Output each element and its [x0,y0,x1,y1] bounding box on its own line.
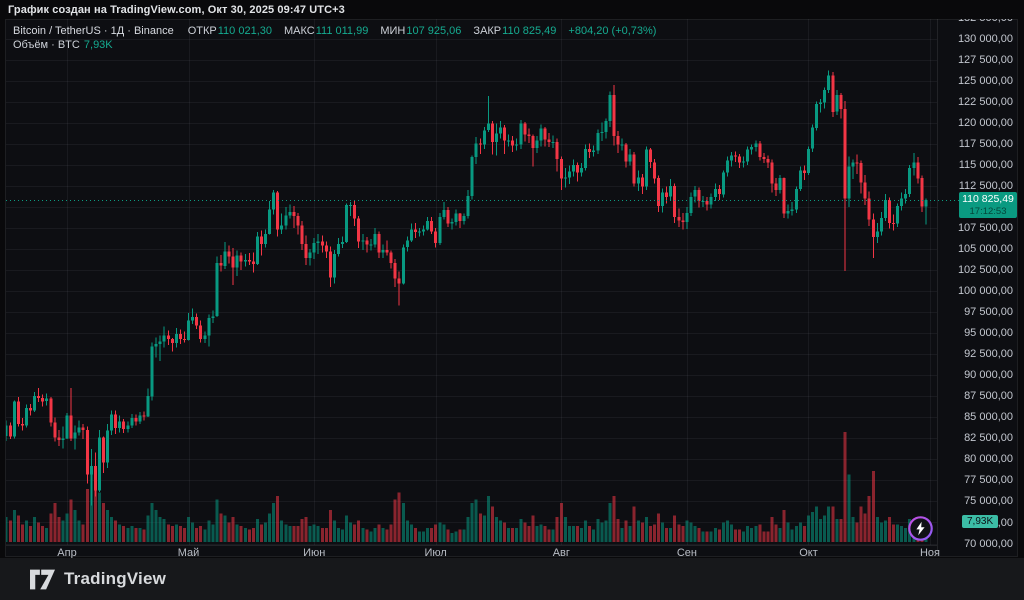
volume-axis-badge: 7,93K [962,515,999,528]
price-tick-label: 80 000,00 [964,453,1013,466]
attribution-bar: График создан на TradingView.com, Окт 30… [0,0,1024,19]
volume-label: Объём · BTC [13,39,80,51]
price-tick-label: 122 500,00 [957,95,1013,108]
month-tick-label: Июл [424,547,447,559]
ohlc-value: 110 825,49 [502,25,557,37]
month-tick-label: Авг [552,547,570,559]
price-tick-label: 127 500,00 [957,53,1013,66]
ohlc-label: ЗАКР [473,25,502,37]
month-tick-label: Ноя [919,547,941,559]
price-tick-label: 87 500,00 [964,390,1013,403]
change-value: +804,20 (+0,73%) [568,25,657,37]
price-tick-label: 75 000,00 [964,495,1013,508]
month-tick-label: Апр [57,547,77,559]
price-tick-label: 115 000,00 [958,158,1013,171]
ohlc-label: ОТКР [187,25,217,37]
footer-bar: TradingView [0,558,1024,600]
flash-boost-icon[interactable] [907,515,934,542]
price-tick-label: 112 500,00 [958,179,1013,192]
price-tick-label: 77 500,00 [964,474,1013,487]
bar-close-countdown: 17:12:53 [969,206,1007,218]
price-tick-label: 125 000,00 [957,74,1013,87]
price-tick-label: 70 000,00 [964,537,1013,550]
ohlc-label: МАКС [284,25,315,37]
ohlc-value: 110 021,30 [217,25,272,37]
legend-symbol-row: Bitcoin / TetherUS · 1Д · Binance ОТКР110… [13,24,656,38]
price-tick-label: 82 500,00 [964,432,1013,445]
price-tick-label: 130 000,00 [957,32,1013,45]
legend: Bitcoin / TetherUS · 1Д · Binance ОТКР110… [13,24,656,52]
lightning-bolt-icon [916,521,925,536]
tradingview-logo-text: TradingView [64,569,167,588]
price-tick-label: 120 000,00 [957,116,1013,129]
price-tick-label: 90 000,00 [964,369,1013,382]
price-tick-label: 92 500,00 [964,348,1013,361]
price-tick-label: 107 500,00 [957,221,1013,234]
chart-frame[interactable] [5,19,1018,557]
month-tick-label: Июн [303,547,326,559]
price-tick-label: 117 500,00 [958,137,1013,150]
symbol-title[interactable]: Bitcoin / TetherUS · 1Д · Binance [13,25,174,37]
tradingview-logo-mark [30,569,55,589]
month-tick-label: Май [177,547,200,559]
ohlc-value: 111 011,99 [315,25,369,37]
current-price-badge: 110 825,49 17:12:53 [959,192,1017,219]
price-tick-label: 105 000,00 [957,242,1013,255]
legend-volume-row: Объём · BTC 7,93K [13,38,656,52]
attribution-text: График создан на TradingView.com, Окт 30… [8,3,345,16]
price-tick-label: 100 000,00 [957,285,1013,297]
price-tick-label: 102 500,00 [957,264,1013,276]
volume-value: 7,93K [83,39,113,51]
ohlc-value: 107 925,06 [406,25,462,37]
current-price-value: 110 825,49 [962,193,1014,206]
price-tick-label: 95 000,00 [964,327,1013,340]
price-tick-label: 97 500,00 [964,306,1013,319]
price-tick-label: 85 000,00 [964,411,1013,424]
ohlc-label: МИН [380,25,406,37]
tradingview-logo[interactable]: TradingView [30,569,166,590]
month-tick-label: Окт [799,547,818,559]
month-tick-label: Сен [676,547,697,559]
